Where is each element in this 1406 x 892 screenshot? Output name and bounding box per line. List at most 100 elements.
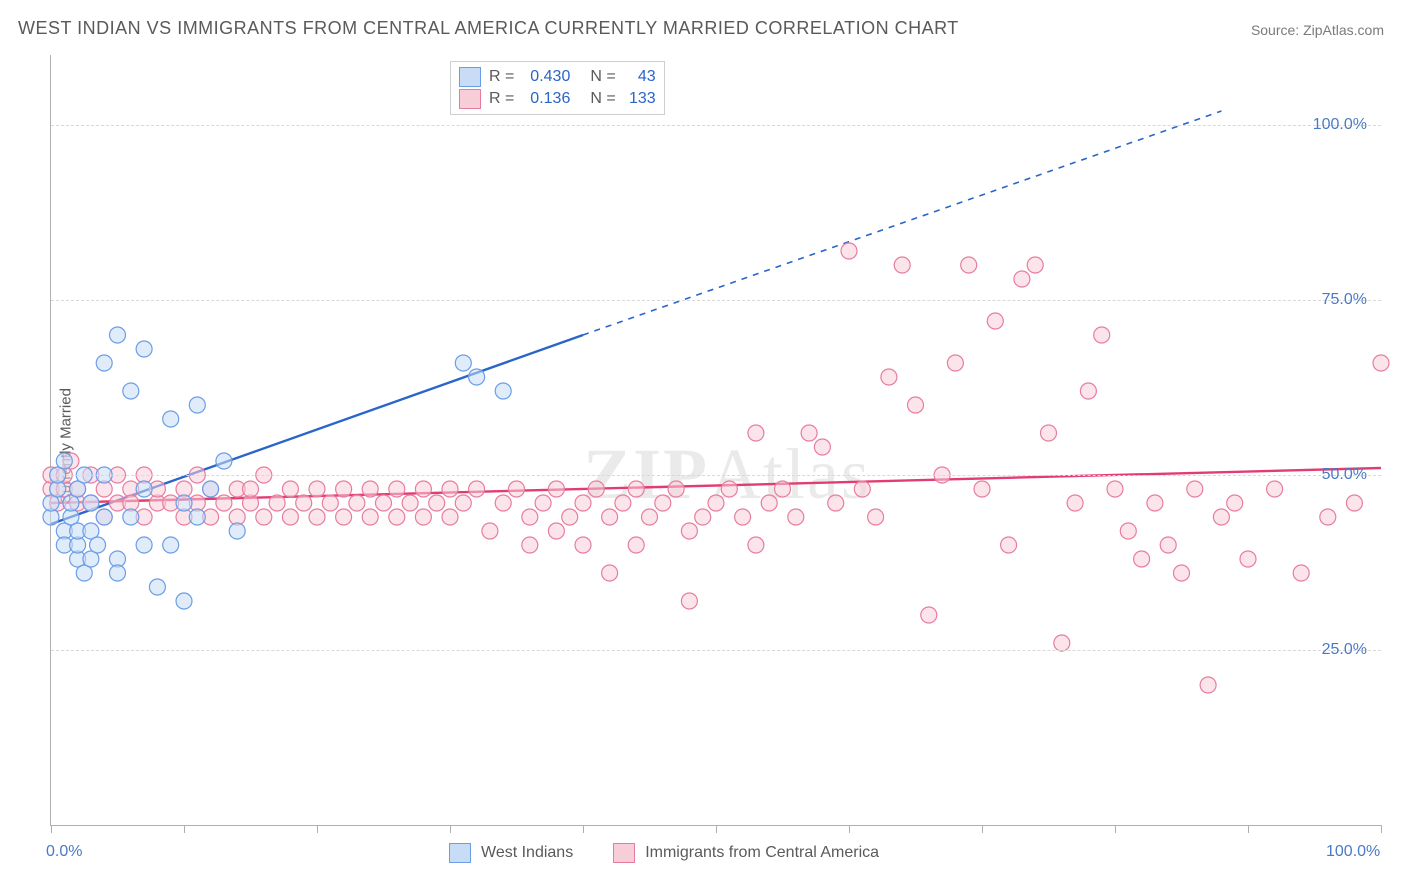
data-point bbox=[615, 495, 631, 511]
data-point bbox=[1027, 257, 1043, 273]
data-point bbox=[681, 593, 697, 609]
data-point bbox=[987, 313, 1003, 329]
data-point bbox=[1200, 677, 1216, 693]
data-point bbox=[1054, 635, 1070, 651]
data-point bbox=[708, 495, 724, 511]
data-point bbox=[163, 537, 179, 553]
data-point bbox=[136, 481, 152, 497]
data-point bbox=[1346, 495, 1362, 511]
data-point bbox=[775, 481, 791, 497]
stat-r-value: 0.136 bbox=[520, 90, 570, 108]
x-tick bbox=[184, 825, 185, 833]
data-point bbox=[203, 481, 219, 497]
data-point bbox=[1174, 565, 1190, 581]
data-point bbox=[336, 481, 352, 497]
data-point bbox=[96, 355, 112, 371]
data-point bbox=[1293, 565, 1309, 581]
data-point bbox=[163, 411, 179, 427]
data-point bbox=[548, 481, 564, 497]
data-point bbox=[1373, 355, 1389, 371]
data-point bbox=[1134, 551, 1150, 567]
x-tick bbox=[849, 825, 850, 833]
data-point bbox=[90, 537, 106, 553]
data-point bbox=[309, 509, 325, 525]
data-point bbox=[442, 509, 458, 525]
data-point bbox=[495, 495, 511, 511]
data-point bbox=[282, 481, 298, 497]
data-point bbox=[1267, 481, 1283, 497]
data-point bbox=[1120, 523, 1136, 539]
x-tick bbox=[1381, 825, 1382, 833]
stat-n-label: N = bbox=[590, 68, 615, 86]
data-point bbox=[748, 425, 764, 441]
x-axis-max-label: 100.0% bbox=[1326, 843, 1380, 861]
data-point bbox=[1213, 509, 1229, 525]
data-point bbox=[176, 495, 192, 511]
stat-r-label: R = bbox=[489, 68, 514, 86]
data-point bbox=[362, 481, 378, 497]
data-point bbox=[814, 439, 830, 455]
legend-swatch bbox=[459, 67, 481, 87]
data-point bbox=[548, 523, 564, 539]
data-point bbox=[695, 509, 711, 525]
data-point bbox=[894, 257, 910, 273]
data-point bbox=[588, 481, 604, 497]
data-point bbox=[442, 481, 458, 497]
data-point bbox=[1227, 495, 1243, 511]
data-point bbox=[149, 579, 165, 595]
source-attribution: Source: ZipAtlas.com bbox=[1251, 22, 1384, 38]
data-point bbox=[83, 495, 99, 511]
data-point bbox=[562, 509, 578, 525]
data-point bbox=[602, 509, 618, 525]
data-point bbox=[110, 565, 126, 581]
data-point bbox=[535, 495, 551, 511]
data-point bbox=[628, 481, 644, 497]
data-point bbox=[1147, 495, 1163, 511]
x-tick bbox=[1248, 825, 1249, 833]
legend-swatch bbox=[459, 89, 481, 109]
data-point bbox=[522, 537, 538, 553]
data-point bbox=[801, 425, 817, 441]
data-point bbox=[788, 509, 804, 525]
data-point bbox=[56, 453, 72, 469]
x-tick bbox=[716, 825, 717, 833]
data-point bbox=[216, 495, 232, 511]
plot-area: ZIPAtlas R =0.430N =43R =0.136N =133 25.… bbox=[50, 55, 1381, 826]
data-point bbox=[1160, 537, 1176, 553]
data-point bbox=[1001, 537, 1017, 553]
data-point bbox=[376, 495, 392, 511]
stats-legend-row: R =0.430N =43 bbox=[459, 66, 656, 88]
data-point bbox=[602, 565, 618, 581]
data-point bbox=[1067, 495, 1083, 511]
data-point bbox=[522, 509, 538, 525]
data-point bbox=[216, 453, 232, 469]
x-tick bbox=[583, 825, 584, 833]
stats-legend-row: R =0.136N =133 bbox=[459, 88, 656, 110]
data-point bbox=[761, 495, 777, 511]
data-point bbox=[509, 481, 525, 497]
stat-r-label: R = bbox=[489, 90, 514, 108]
data-point bbox=[1041, 425, 1057, 441]
data-point bbox=[269, 495, 285, 511]
data-point bbox=[402, 495, 418, 511]
data-point bbox=[189, 509, 205, 525]
data-point bbox=[482, 523, 498, 539]
data-point bbox=[495, 383, 511, 399]
data-point bbox=[415, 509, 431, 525]
data-point bbox=[1320, 509, 1336, 525]
data-point bbox=[123, 383, 139, 399]
data-point bbox=[575, 495, 591, 511]
data-point bbox=[469, 369, 485, 385]
chart-title: WEST INDIAN VS IMMIGRANTS FROM CENTRAL A… bbox=[18, 18, 959, 39]
data-point bbox=[256, 509, 272, 525]
stat-r-value: 0.430 bbox=[520, 68, 570, 86]
data-point bbox=[628, 537, 644, 553]
data-point bbox=[455, 355, 471, 371]
data-point bbox=[868, 509, 884, 525]
series-legend: West IndiansImmigrants from Central Amer… bbox=[449, 843, 909, 863]
data-point bbox=[176, 593, 192, 609]
data-point bbox=[429, 495, 445, 511]
gridline bbox=[51, 475, 1381, 476]
data-point bbox=[1187, 481, 1203, 497]
gridline bbox=[51, 650, 1381, 651]
